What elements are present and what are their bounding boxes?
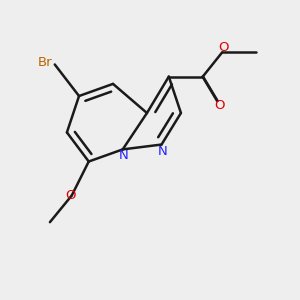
Text: Br: Br xyxy=(38,56,52,68)
Text: O: O xyxy=(218,41,229,54)
Text: O: O xyxy=(214,99,225,112)
Text: N: N xyxy=(119,149,129,162)
Text: O: O xyxy=(65,189,76,202)
Text: N: N xyxy=(158,145,168,158)
